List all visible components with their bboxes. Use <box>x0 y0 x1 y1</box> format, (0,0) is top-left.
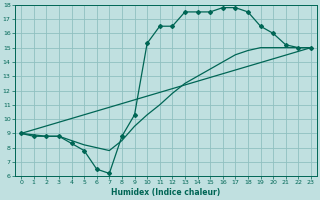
X-axis label: Humidex (Indice chaleur): Humidex (Indice chaleur) <box>111 188 221 197</box>
